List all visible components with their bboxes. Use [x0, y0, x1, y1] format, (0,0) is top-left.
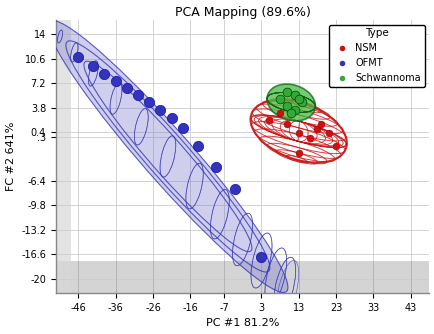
Ellipse shape	[48, 20, 287, 293]
Point	[291, 93, 298, 98]
Point	[265, 118, 272, 123]
Point	[276, 111, 283, 116]
Point	[179, 125, 186, 130]
Point	[157, 107, 164, 112]
Point	[134, 93, 141, 98]
Title: PCA Mapping (89.6%): PCA Mapping (89.6%)	[174, 6, 310, 19]
Point	[287, 111, 294, 116]
Point	[276, 96, 283, 102]
Point	[324, 131, 331, 136]
Point	[317, 121, 324, 127]
Bar	[56, 261, 428, 293]
Point	[313, 127, 320, 132]
Point	[213, 165, 220, 170]
Point	[332, 143, 339, 148]
Ellipse shape	[266, 84, 315, 121]
Point	[123, 86, 130, 91]
Point	[295, 96, 302, 102]
Point	[283, 104, 290, 109]
Legend: NSM, OFMT, Schwannoma: NSM, OFMT, Schwannoma	[328, 25, 424, 87]
Point	[145, 100, 152, 105]
Point	[283, 121, 290, 127]
X-axis label: PC #1 81.2%: PC #1 81.2%	[205, 318, 279, 328]
Point	[257, 255, 264, 260]
Point	[89, 64, 96, 69]
Point	[283, 89, 290, 94]
Point	[295, 150, 302, 156]
Point	[112, 78, 119, 84]
Point	[231, 186, 238, 191]
Y-axis label: FC #2 641%: FC #2 641%	[6, 122, 16, 191]
Bar	[56, 20, 71, 293]
Point	[194, 143, 201, 148]
Point	[295, 130, 302, 135]
Point	[298, 100, 305, 105]
Point	[306, 136, 312, 141]
Point	[291, 107, 298, 112]
Point	[101, 71, 108, 76]
Point	[75, 54, 82, 60]
Point	[168, 116, 175, 121]
